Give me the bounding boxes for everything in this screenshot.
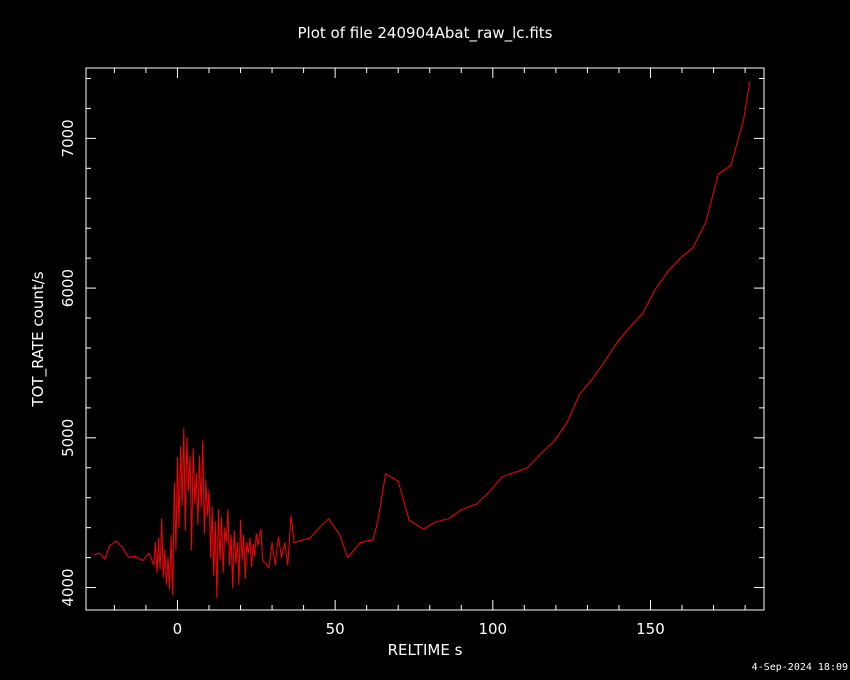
timestamp: 4-Sep-2024 18:09 (752, 662, 848, 673)
plot-frame (85, 67, 765, 611)
x-tick-labels: 0 50 100 150 (173, 620, 665, 638)
y-tick-label: 7000 (59, 119, 77, 157)
x-tick-label: 50 (326, 620, 345, 638)
y-tick-label: 5000 (59, 419, 77, 457)
y-tick-label: 6000 (59, 269, 77, 307)
x-tick-label: 0 (173, 620, 183, 638)
y-axis-label: TOT_RATE count/s (29, 271, 48, 407)
x-tick-label: 100 (478, 620, 507, 638)
minor-ticks (86, 68, 764, 610)
x-tick-label: 150 (636, 620, 665, 638)
y-tick-label: 4000 (59, 568, 77, 606)
y-tick-labels: 4000 5000 6000 7000 (59, 119, 77, 606)
series-layer (93, 81, 751, 599)
major-ticks (86, 68, 764, 610)
x-axis-label: RELTIME s (388, 641, 463, 659)
series-line (93, 81, 751, 599)
chart-title: Plot of file 240904Abat_raw_lc.fits (298, 24, 553, 43)
